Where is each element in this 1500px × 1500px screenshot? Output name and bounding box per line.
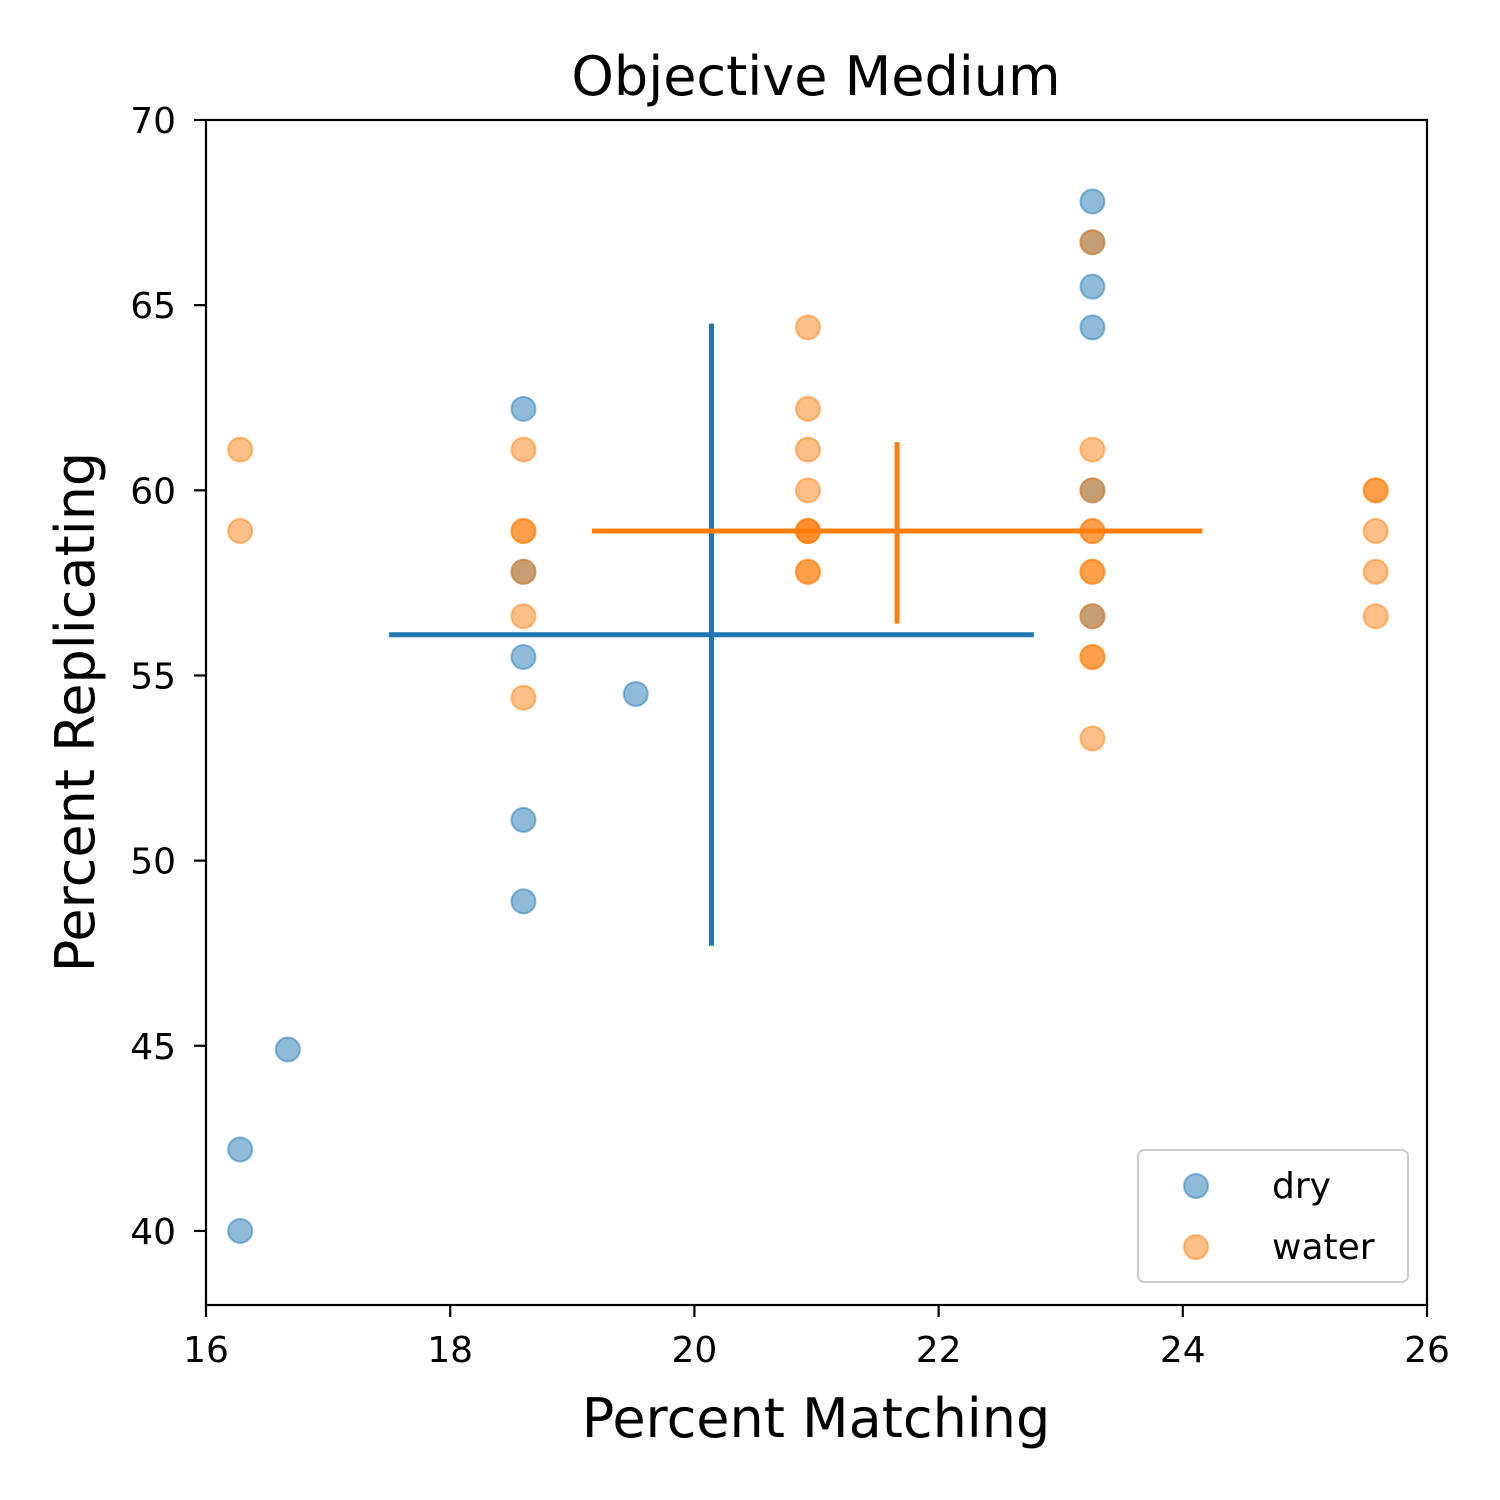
chart-title: Objective Medium: [571, 45, 1060, 108]
y-tick-label: 50: [130, 842, 176, 883]
x-tick-label: 20: [671, 1330, 717, 1371]
point-dry: [1079, 273, 1106, 300]
y-tick-label: 65: [130, 286, 176, 327]
point-water: [1079, 477, 1106, 504]
point-water: [794, 436, 821, 463]
point-water: [510, 436, 537, 463]
point-water: [1079, 558, 1106, 585]
point-water: [1362, 518, 1389, 545]
y-tick-label: 55: [130, 656, 176, 697]
point-dry: [227, 1136, 254, 1163]
point-water: [794, 558, 821, 585]
y-tick-label: 70: [130, 101, 176, 142]
point-water: [794, 314, 821, 341]
legend-label-water: water: [1272, 1227, 1375, 1268]
legend: dry water: [1137, 1149, 1409, 1283]
point-water: [510, 518, 537, 545]
point-dry: [510, 888, 537, 915]
point-water: [1362, 603, 1389, 630]
x-tick-label: 16: [183, 1330, 229, 1371]
y-axis-label: Percent Replicating: [44, 452, 107, 972]
legend-marker-dry: [1183, 1173, 1209, 1199]
x-tick-label: 24: [1160, 1330, 1206, 1371]
x-tick-label: 22: [916, 1330, 962, 1371]
error-bars: [389, 323, 1203, 946]
x-tick-label: 26: [1404, 1330, 1450, 1371]
point-water: [1362, 477, 1389, 504]
point-dry: [274, 1036, 301, 1063]
y-tick-label: 40: [130, 1212, 176, 1253]
point-water: [510, 558, 537, 585]
point-water: [1079, 436, 1106, 463]
point-dry: [510, 643, 537, 670]
point-water: [794, 395, 821, 422]
point-water: [1079, 229, 1106, 256]
x-tick-label: 18: [427, 1330, 473, 1371]
point-water: [794, 477, 821, 504]
plot-frame: [204, 118, 1429, 1307]
y-axis-ticks: 40 45 50 55 60 65 70: [130, 101, 206, 1253]
point-water: [1362, 558, 1389, 585]
point-dry: [622, 680, 649, 707]
x-axis-ticks: 16 18 20 22 24 26: [183, 1305, 1450, 1371]
point-dry: [510, 806, 537, 833]
point-water: [510, 603, 537, 630]
x-axis-label: Percent Matching: [582, 1387, 1051, 1450]
point-dry: [227, 1217, 254, 1244]
point-water: [1079, 725, 1106, 752]
y-tick-label: 45: [130, 1027, 176, 1068]
point-water: [1079, 603, 1106, 630]
legend-marker-water: [1183, 1234, 1209, 1260]
point-dry: [1079, 314, 1106, 341]
legend-label-dry: dry: [1272, 1166, 1331, 1207]
y-tick-label: 60: [130, 471, 176, 512]
point-water: [510, 684, 537, 711]
point-water: [1079, 643, 1106, 670]
point-dry: [510, 395, 537, 422]
point-dry: [1079, 188, 1106, 215]
point-water: [227, 518, 254, 545]
point-water: [227, 436, 254, 463]
